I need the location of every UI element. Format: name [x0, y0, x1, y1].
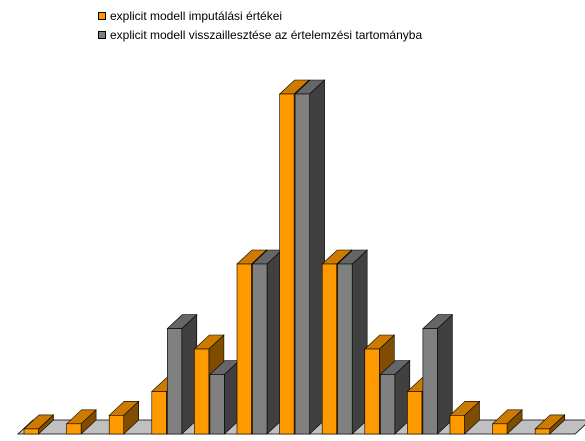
legend-label-series-1: explicit modell imputálási értékei	[110, 8, 283, 23]
bar-series-2-8	[337, 263, 353, 435]
bar-series-1-11	[449, 414, 465, 435]
chart-legend: explicit modell imputálási értékei expli…	[98, 6, 422, 44]
legend-item-series-1: explicit modell imputálási értékei	[98, 6, 422, 25]
bar-series-1-1	[23, 428, 39, 435]
bar-series-1-2	[66, 423, 82, 435]
legend-swatch-orange	[98, 11, 106, 20]
bar-series-2-9	[379, 374, 396, 435]
bar-series-2-4	[167, 328, 183, 435]
bar-series-1-9	[364, 348, 380, 435]
bar-series-1-7	[279, 93, 295, 435]
legend-swatch-gray	[98, 30, 106, 39]
bar-series-1-13	[534, 428, 551, 435]
bar-series-1-8	[321, 263, 338, 435]
bar-series-1-10	[407, 391, 423, 435]
legend-label-series-2: explicit modell visszaillesztése az érte…	[110, 27, 423, 42]
bar-series-2-10	[422, 328, 438, 435]
bar-series-1-6	[236, 263, 252, 435]
bar-series-2-6	[252, 263, 268, 435]
bar-series-1-12	[492, 423, 508, 435]
bar-series-2-7	[294, 93, 310, 435]
bar-series-1-4	[151, 391, 167, 435]
bar-series-1-3	[108, 414, 124, 435]
bar-series-2-5	[209, 374, 225, 435]
bar-series-1-5	[194, 348, 210, 435]
legend-item-series-2: explicit modell visszaillesztése az érte…	[98, 25, 422, 44]
